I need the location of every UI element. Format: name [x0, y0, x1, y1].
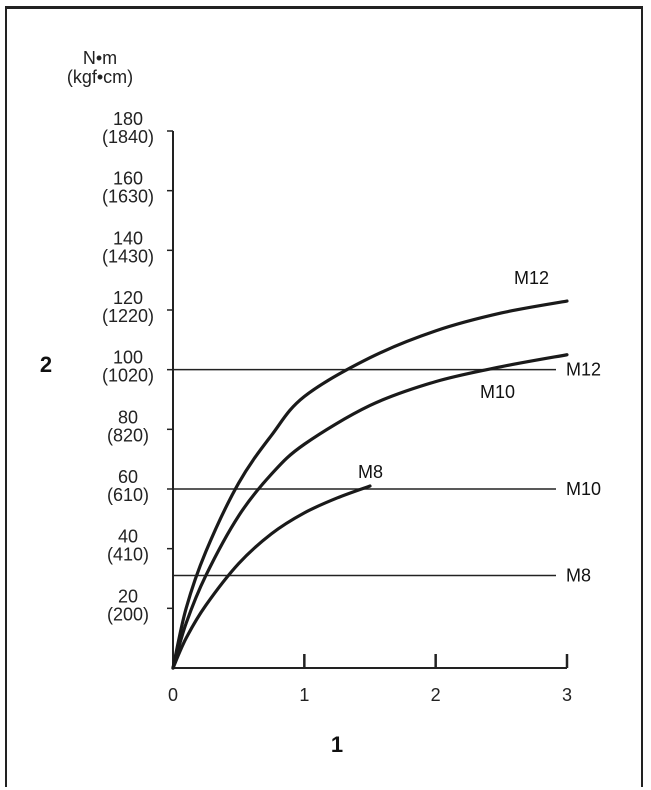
x-tick-label: 1 [299, 685, 309, 705]
limit-label: M12 [566, 360, 601, 380]
limit-label: M8 [566, 566, 591, 586]
y-tick-label: 120 [113, 288, 143, 308]
x-tick-label: 2 [431, 685, 441, 705]
y-tick-label: 80 [118, 407, 138, 427]
y-tick-sub-label: (1430) [102, 246, 154, 266]
y-tick-label: 160 [113, 169, 143, 189]
x-tick-label: 3 [562, 685, 572, 705]
curve-label: M8 [358, 462, 383, 482]
curve-label: M12 [514, 268, 549, 288]
y-tick-label: 20 [118, 586, 138, 606]
y-tick-label: 100 [113, 348, 143, 368]
y-tick-label: 140 [113, 228, 143, 248]
y-unit-sub-label: (kgf•cm) [67, 67, 133, 87]
y-unit-label: N•m [83, 48, 117, 68]
y-tick-sub-label: (1840) [102, 127, 154, 147]
plot-area: 20(200)40(410)60(610)80(820)100(1020)120… [102, 109, 601, 705]
y-tick-sub-label: (1630) [102, 187, 154, 207]
curve-label: M10 [480, 382, 515, 402]
y-tick-sub-label: (200) [107, 604, 149, 624]
curve-line [171, 484, 372, 670]
y-tick-label: 180 [113, 109, 143, 129]
x-tick-label: 0 [168, 685, 178, 705]
chart-frame [5, 6, 643, 787]
curve-line [171, 299, 569, 670]
y-tick-sub-label: (410) [107, 545, 149, 565]
y-tick-sub-label: (1020) [102, 366, 154, 386]
limit-label: M10 [566, 479, 601, 499]
y-tick-sub-label: (820) [107, 425, 149, 445]
y-tick-label: 60 [118, 467, 138, 487]
y-axis-number: 2 [40, 352, 52, 377]
y-tick-label: 40 [118, 527, 138, 547]
curve-line [171, 353, 569, 670]
y-tick-sub-label: (1220) [102, 306, 154, 326]
y-tick-sub-label: (610) [107, 485, 149, 505]
x-axis-number: 1 [331, 732, 343, 757]
